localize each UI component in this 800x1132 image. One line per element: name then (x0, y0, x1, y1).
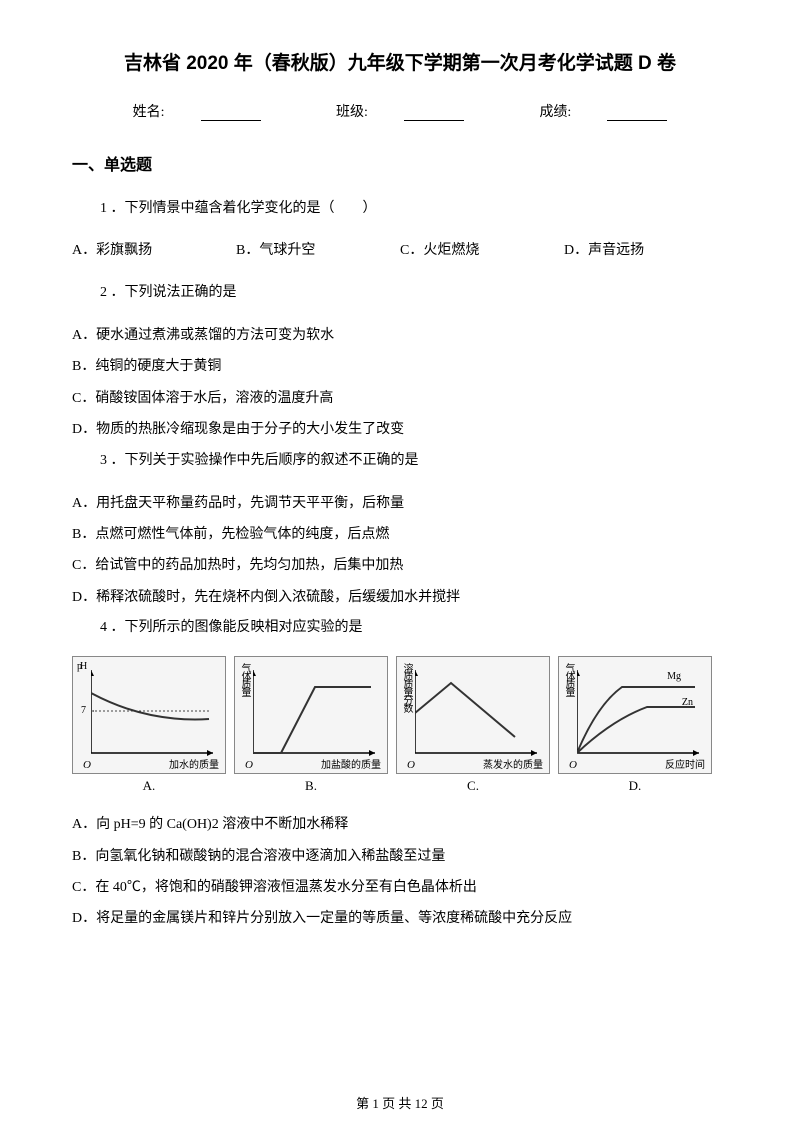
chart-a-ytick: 7 (81, 705, 86, 716)
chart-c-ylabel: 溶质质量分数 (399, 663, 414, 711)
q1-opt-c: C．火炬燃烧 (400, 237, 564, 265)
chart-c-container: 溶质质量分数 O 蒸发水的质量 C. (396, 656, 550, 794)
question-3: 3 ．下列关于实验操作中先后顺序的叙述不正确的是 (72, 447, 728, 475)
q4-opt-c: C．在 40℃，将饱和的硝酸钾溶液恒温蒸发水分至有白色晶体析出 (72, 873, 728, 902)
page-title: 吉林省 2020 年（春秋版）九年级下学期第一次月考化学试题 D 卷 (72, 48, 728, 75)
chart-b-origin: O (245, 759, 253, 771)
chart-c-xlabel: 蒸发水的质量 (483, 756, 543, 771)
section-header: 一、单选题 (72, 151, 728, 175)
question-1: 1 ．下列情景中蕴含着化学变化的是（ ） (72, 195, 728, 223)
q1-opt-d: D．声音远扬 (564, 237, 728, 265)
page-footer: 第 1 页 共 12 页 (0, 1093, 800, 1112)
chart-b-xlabel: 加盐酸的质量 (321, 756, 381, 771)
chart-c-svg (415, 665, 543, 757)
chart-c-label: C. (467, 778, 479, 794)
chart-d-container: 气体质量 O 反应时间 Mg Zn D. (558, 656, 712, 794)
chart-a-label: A. (143, 778, 156, 794)
q3-opt-c: C．给试管中的药品加热时，先均匀加热，后集中加热 (72, 551, 728, 580)
chart-a-svg (91, 665, 219, 757)
chart-a-container: pH 7 O 加水的质量 A. (72, 656, 226, 794)
q4-opt-b: B．向氢氧化钠和碳酸钠的混合溶液中逐滴加入稀盐酸至过量 (72, 842, 728, 871)
question-1-options: A．彩旗飘扬 B．气球升空 C．火炬燃烧 D．声音远扬 (72, 237, 728, 265)
chart-c: 溶质质量分数 O 蒸发水的质量 (396, 656, 550, 774)
chart-b-svg (253, 665, 381, 757)
q2-opt-d: D．物质的热胀冷缩现象是由于分子的大小发生了改变 (72, 415, 728, 444)
q3-opt-d: D．稀释浓硫酸时，先在烧杯内倒入浓硫酸，后缓缓加水并搅拌 (72, 583, 728, 612)
q3-opt-b: B．点燃可燃性气体前，先检验气体的纯度，后点燃 (72, 520, 728, 549)
q1-opt-a: A．彩旗飘扬 (72, 237, 236, 265)
chart-b-container: 气体质量 O 加盐酸的质量 B. (234, 656, 388, 794)
q4-opt-d: D．将足量的金属镁片和锌片分别放入一定量的等质量、等浓度稀硫酸中充分反应 (72, 904, 728, 933)
question-2: 2 ．下列说法正确的是 (72, 279, 728, 307)
q1-opt-b: B．气球升空 (236, 237, 400, 265)
class-field: 班级: (318, 105, 482, 120)
question-4: 4 ．下列所示的图像能反映相对应实验的是 (72, 614, 728, 642)
chart-a: pH 7 O 加水的质量 (72, 656, 226, 774)
chart-b-label: B. (305, 778, 317, 794)
chart-d-origin: O (569, 759, 577, 771)
chart-c-origin: O (407, 759, 415, 771)
score-field: 成绩: (521, 105, 685, 120)
info-line: 姓名: 班级: 成绩: (72, 101, 728, 121)
chart-d: 气体质量 O 反应时间 Mg Zn (558, 656, 712, 774)
name-field: 姓名: (115, 105, 279, 120)
q2-opt-a: A．硬水通过煮沸或蒸馏的方法可变为软水 (72, 321, 728, 350)
chart-a-xlabel: 加水的质量 (169, 756, 219, 771)
q2-opt-c: C．硝酸铵固体溶于水后，溶液的温度升高 (72, 384, 728, 413)
chart-d-xlabel: 反应时间 (665, 756, 705, 771)
chart-b-ylabel: 气体质量 (237, 663, 252, 695)
charts-row: pH 7 O 加水的质量 A. 气体质量 O 加盐酸的质量 (72, 656, 728, 794)
q3-opt-a: A．用托盘天平称量药品时，先调节天平平衡，后称量 (72, 489, 728, 518)
chart-a-origin: O (83, 759, 91, 771)
q4-opt-a: A．向 pH=9 的 Ca(OH)2 溶液中不断加水稀释 (72, 810, 728, 839)
chart-d-label: D. (629, 778, 642, 794)
chart-a-ylabel: pH (77, 661, 85, 672)
chart-d-svg (577, 665, 705, 757)
chart-d-ylabel: 气体质量 (561, 663, 576, 695)
chart-b: 气体质量 O 加盐酸的质量 (234, 656, 388, 774)
q2-opt-b: B．纯铜的硬度大于黄铜 (72, 352, 728, 381)
